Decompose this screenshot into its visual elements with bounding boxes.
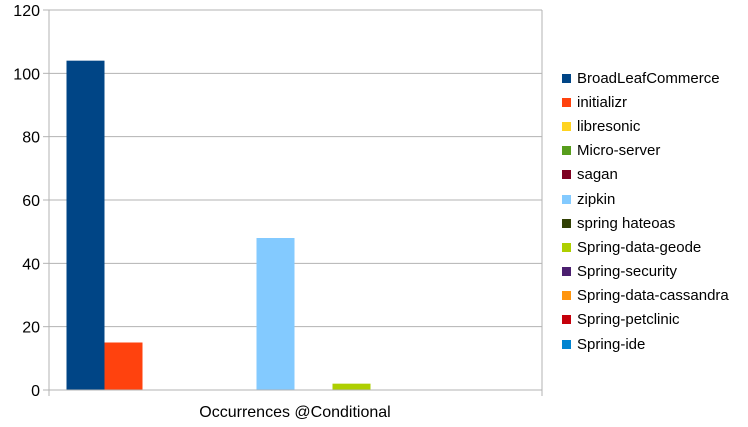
legend-item: zipkin	[562, 187, 729, 211]
y-tick-label: 100	[13, 66, 40, 83]
y-tick-label: 120	[13, 3, 40, 20]
bar-zipkin	[256, 238, 295, 390]
legend-swatch	[562, 73, 571, 83]
legend-swatch	[562, 146, 571, 156]
legend-swatch	[562, 121, 571, 131]
legend-swatch	[562, 170, 571, 180]
legend-item: Spring-petclinic	[562, 308, 729, 332]
legend-label: sagan	[577, 166, 618, 184]
y-tick-label: 60	[22, 193, 40, 210]
bar-initializr	[104, 342, 143, 390]
legend-label: spring hateoas	[577, 214, 676, 232]
legend-label: Spring-data-geode	[577, 238, 702, 256]
legend-item: Spring-data-cassandra	[562, 284, 729, 308]
legend-label: initializr	[577, 93, 628, 111]
legend-item: BroadLeafCommerce	[562, 66, 729, 90]
legend-swatch	[562, 291, 571, 301]
legend-item: Spring-data-geode	[562, 235, 729, 259]
bar-spring-data-geode	[332, 383, 371, 390]
legend-label: BroadLeafCommerce	[577, 69, 720, 87]
bar-broadleafcommerce	[66, 60, 105, 391]
legend-swatch	[562, 242, 571, 252]
legend: BroadLeafCommerce initializr libresonic Mic…	[562, 66, 729, 356]
legend-item: libresonic	[562, 114, 729, 138]
legend-item: spring hateoas	[562, 211, 729, 235]
legend-label: Spring-security	[577, 263, 678, 281]
legend-label: Spring-petclinic	[577, 311, 680, 329]
legend-swatch	[562, 267, 571, 277]
y-axis-ticks: 0 20 40 60 80 100 120	[13, 3, 49, 400]
legend-label: Micro-server	[577, 142, 661, 160]
gridlines	[49, 9, 542, 391]
legend-swatch	[562, 339, 571, 349]
legend-item: Micro-server	[562, 139, 729, 163]
legend-label: libresonic	[577, 117, 641, 135]
legend-item: Spring-ide	[562, 332, 729, 356]
legend-label: Spring-ide	[577, 335, 646, 353]
legend-label: zipkin	[577, 190, 616, 208]
legend-swatch	[562, 315, 571, 325]
legend-swatch	[562, 97, 571, 107]
legend-label: Spring-data-cassandra	[577, 287, 729, 305]
legend-item: Spring-security	[562, 260, 729, 284]
legend-swatch	[562, 218, 571, 228]
bars	[66, 60, 371, 391]
y-tick-label: 0	[31, 383, 40, 400]
legend-swatch	[562, 194, 571, 204]
legend-item: initializr	[562, 90, 729, 114]
y-tick-label: 40	[22, 256, 40, 273]
y-tick-label: 80	[22, 130, 40, 147]
legend-item: sagan	[562, 163, 729, 187]
axes	[48, 10, 543, 396]
y-tick-label: 20	[22, 320, 40, 337]
x-category-label: Occurrences @Conditional	[199, 404, 390, 421]
